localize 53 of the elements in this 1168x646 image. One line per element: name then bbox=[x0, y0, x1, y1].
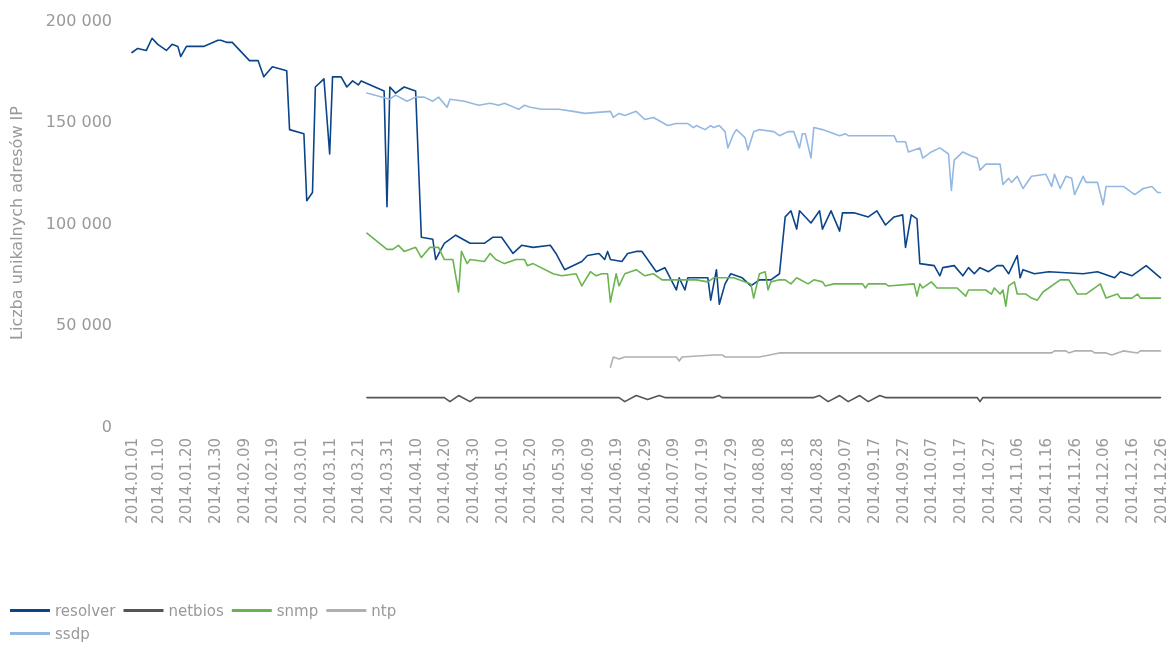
line-series bbox=[366, 394, 1162, 403]
x-tick-label: 2014.04.10 bbox=[406, 438, 425, 524]
legend-label: netbios bbox=[168, 601, 224, 620]
x-tick-label: 2014.10.07 bbox=[922, 438, 941, 524]
x-tick-label: 2014.12.16 bbox=[1122, 438, 1141, 524]
x-tick-label: 2014.08.18 bbox=[779, 438, 798, 524]
x-tick-label: 2014.11.06 bbox=[1008, 438, 1027, 524]
x-tick-label: 2014.12.06 bbox=[1094, 438, 1113, 524]
x-tick-label: 2014.09.27 bbox=[893, 438, 912, 524]
x-tick-label: 2014.07.19 bbox=[693, 438, 712, 524]
x-tick-label: 2014.06.19 bbox=[607, 438, 626, 524]
x-tick-label: 2014.01.10 bbox=[148, 438, 167, 524]
x-tick-label: 2014.04.30 bbox=[463, 438, 482, 524]
x-tick-label: 2014.05.30 bbox=[549, 438, 568, 524]
x-tick-label: 2014.06.29 bbox=[635, 438, 654, 524]
y-axis-title: Liczba unikalnych adresów IP bbox=[6, 105, 26, 340]
x-tick-label: 2014.06.09 bbox=[578, 438, 597, 524]
x-tick-label: 2014.01.30 bbox=[206, 438, 225, 524]
x-tick-label: 2014.01.20 bbox=[177, 438, 196, 524]
x-tick-label: 2014.09.07 bbox=[836, 438, 855, 524]
x-tick-label: 2014.07.29 bbox=[721, 438, 740, 524]
x-tick-label: 2014.11.16 bbox=[1036, 438, 1055, 524]
x-tick-label: 2014.05.10 bbox=[492, 438, 511, 524]
line-series bbox=[366, 92, 1162, 206]
x-tick-label: 2014.02.09 bbox=[234, 438, 253, 524]
x-tick-label: 2014.07.09 bbox=[664, 438, 683, 524]
line-series bbox=[131, 37, 1162, 305]
legend-label: ssdp bbox=[55, 624, 90, 643]
x-tick-label: 2014.10.27 bbox=[979, 438, 998, 524]
x-tick-label: 2014.02.19 bbox=[263, 438, 282, 524]
legend-label: snmp bbox=[276, 601, 319, 620]
x-tick-label: 2014.09.17 bbox=[865, 438, 884, 524]
x-tick-label: 2014.08.28 bbox=[807, 438, 826, 524]
x-tick-label: 2014.11.26 bbox=[1065, 438, 1084, 524]
x-tick-label: 2014.03.21 bbox=[349, 438, 368, 524]
line-series bbox=[366, 232, 1162, 308]
x-tick-label: 2014.12.26 bbox=[1151, 438, 1168, 524]
y-tick-label: 200 000 bbox=[45, 10, 112, 30]
y-tick-label: 50 000 bbox=[56, 315, 112, 334]
x-tick-label: 2014.05.20 bbox=[521, 438, 540, 524]
line-series bbox=[609, 350, 1162, 368]
legend-label: resolver bbox=[55, 601, 117, 620]
x-tick-label: 2014.03.31 bbox=[377, 438, 396, 524]
x-tick-label: 2014.10.17 bbox=[950, 438, 969, 524]
x-tick-label: 2014.01.01 bbox=[123, 438, 141, 524]
x-tick-label: 2014.08.08 bbox=[750, 438, 769, 524]
y-tick-label: 0 bbox=[101, 416, 112, 436]
x-tick-label: 2014.03.11 bbox=[320, 438, 339, 524]
x-tick-label: 2014.04.20 bbox=[435, 438, 454, 524]
x-tick-label: 2014.03.01 bbox=[292, 438, 311, 524]
y-tick-label: 150 000 bbox=[45, 112, 112, 131]
y-tick-label: 100 000 bbox=[45, 213, 112, 233]
legend-label: ntp bbox=[371, 601, 397, 620]
